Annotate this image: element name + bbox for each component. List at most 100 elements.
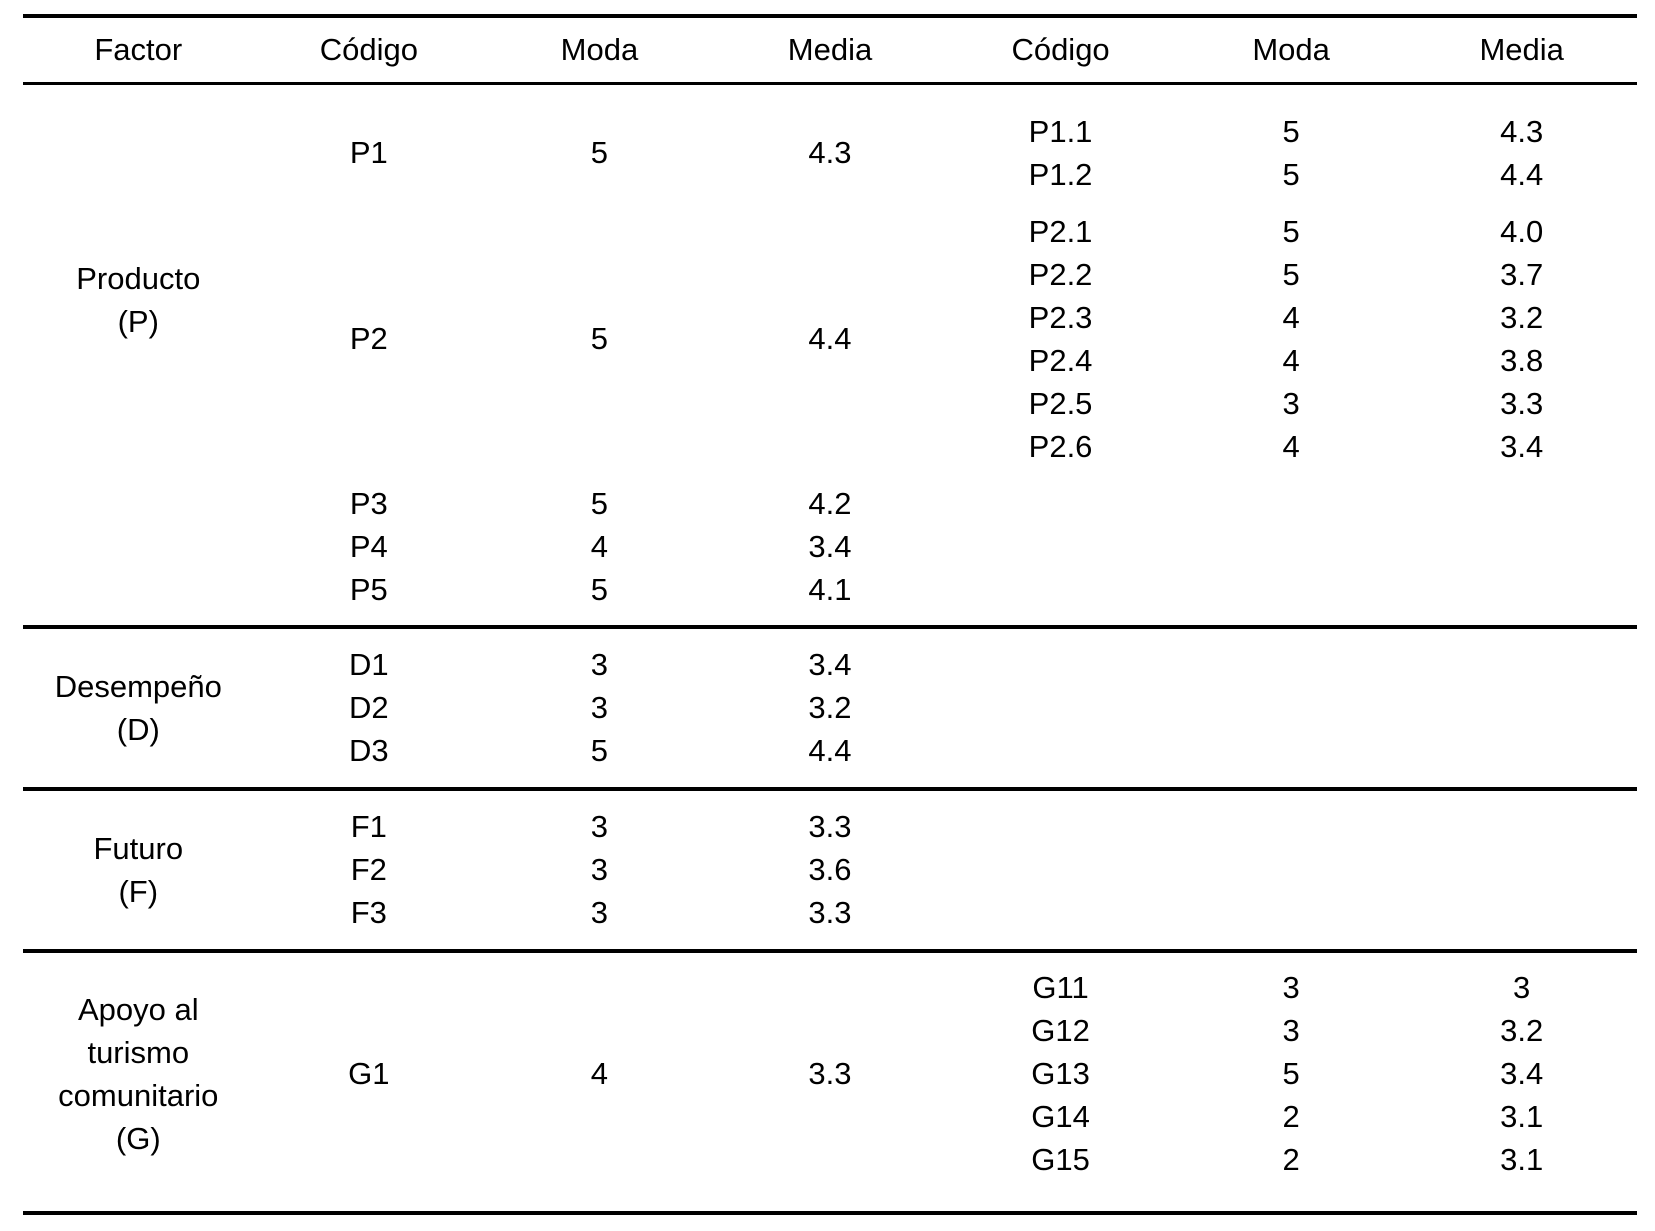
right-codigo-cell: G14	[1031, 1099, 1090, 1134]
left-codigo-cell: P3	[349, 485, 388, 521]
right-moda-cell: 4	[1282, 428, 1300, 464]
left-row: F2 3 3.6	[254, 849, 946, 892]
right-codigo-cell: P1.2	[1028, 156, 1093, 192]
right-media-cell: 3	[1513, 970, 1531, 1005]
left-moda-cell: 5	[590, 135, 609, 170]
left-row: D1 3 3.4	[254, 644, 946, 687]
left-media-cell: 3.2	[808, 690, 852, 725]
row-group: P1 5 4.3 P1.1 5 4.3 P1.2 5 4.4	[254, 110, 1637, 196]
section-rows: P1 5 4.3 P1.1 5 4.3 P1.2 5 4.4 P2 5 4.4 P2.1 5 4.0 P2.2…	[254, 85, 1637, 625]
factor-label-line: (G)	[115, 1121, 161, 1156]
row-group: G1 4 3.3 G11 3 3 G12 3 3.2 G13 5 3.4 G14 2 3.1 G15 2 3.1	[254, 967, 1637, 1182]
section-rows: D1 3 3.4 D2 3 3.2 D3 5 4.4	[254, 629, 1637, 787]
factor-label-line: comunitario	[58, 1078, 219, 1113]
section-rows: G1 4 3.3 G11 3 3 G12 3 3.2 G13 5 3.4 G14 2 3.1 G15 2 3.1	[254, 953, 1637, 1211]
left-moda-cell: 4	[590, 1056, 609, 1091]
factor-label-line: (F)	[118, 874, 159, 909]
left-media-cell: 4.3	[808, 135, 852, 170]
factor-label-line: Apoyo al	[77, 992, 199, 1027]
right-codigo-cell: G13	[1031, 1056, 1090, 1091]
left-media-cell: 3.3	[808, 1056, 852, 1091]
left-moda-cell: 5	[590, 485, 609, 521]
right-codigo-cell: G11	[1032, 970, 1089, 1005]
factor-label-line: (P)	[117, 304, 159, 339]
header-right-moda: Moda	[1252, 32, 1330, 67]
right-codigo-cell: G12	[1031, 1013, 1090, 1048]
table-header-row: Factor Código Moda Media Código Moda Med…	[23, 18, 1637, 82]
right-row: G12 3 3.2	[945, 1010, 1637, 1053]
right-rows	[945, 644, 1637, 773]
right-rows: P1.1 5 4.3 P1.2 5 4.4	[945, 110, 1637, 196]
section-separator-rule	[23, 625, 1637, 629]
right-moda-cell: 3	[1282, 385, 1300, 421]
right-codigo-cell: P2.5	[1028, 385, 1093, 421]
left-moda-cell: 3	[590, 647, 609, 682]
factor-label-desempeno: Desempeño (D)	[23, 629, 254, 787]
left-codigo-cell: P5	[349, 571, 388, 607]
left-rows: P3 5 4.2 P4 4 3.4 P5 5 4.1	[254, 482, 946, 611]
row-group: F1 3 3.3 F2 3 3.6 F3 3 3.3	[254, 806, 1637, 935]
right-moda-cell: 4	[1282, 299, 1300, 335]
left-row: P3 5 4.2	[254, 482, 946, 525]
right-media-cell: 3.1	[1500, 1099, 1544, 1134]
right-media-cell: 3.1	[1500, 1142, 1544, 1177]
table-top-rule	[23, 14, 1637, 18]
right-codigo-cell: P2.2	[1028, 256, 1093, 292]
section-apoyo-turismo: Apoyo al turismo comunitario (G) G1 4 3.3 G11 3 3…	[23, 953, 1637, 1211]
factor-label-producto: Producto (P)	[23, 85, 254, 625]
right-rows	[945, 806, 1637, 935]
left-media-cell: 3.3	[808, 895, 852, 930]
factor-label-line: (D)	[116, 712, 160, 747]
factor-label-line: Producto	[76, 261, 201, 296]
table-body: Producto (P) P1 5 4.3 P1.1 5 4.3 P1.2 5 4.4 P2 5 4.4 P…	[0, 85, 1655, 1215]
section-separator-rule	[23, 1211, 1637, 1215]
left-codigo-cell: D1	[349, 647, 389, 682]
row-group: P2 5 4.4 P2.1 5 4.0 P2.2 5 3.7 P2.3 4 3.2 P2.4 4 3.8 P2…	[254, 210, 1637, 468]
section-rows: F1 3 3.3 F2 3 3.6 F3 3 3.3	[254, 791, 1637, 949]
left-rows: D1 3 3.4 D2 3 3.2 D3 5 4.4	[254, 644, 946, 773]
left-codigo-cell: D3	[349, 733, 389, 768]
right-codigo-cell: P2.6	[1028, 428, 1093, 464]
left-row: P1 5 4.3	[254, 132, 946, 175]
left-rows: P1 5 4.3	[254, 110, 946, 196]
right-moda-cell: 2	[1282, 1142, 1300, 1177]
right-moda-cell: 4	[1282, 342, 1300, 378]
left-moda-cell: 4	[590, 528, 609, 564]
right-moda-cell: 3	[1282, 1013, 1300, 1048]
right-row: P2.3 4 3.2	[945, 296, 1637, 339]
section-producto: Producto (P) P1 5 4.3 P1.1 5 4.3 P1.2 5 4.4 P2 5 4.4 P…	[23, 85, 1637, 625]
left-rows: F1 3 3.3 F2 3 3.6 F3 3 3.3	[254, 806, 946, 935]
right-moda-cell: 5	[1282, 113, 1300, 149]
left-moda-cell: 3	[590, 809, 609, 844]
right-media-cell: 3.2	[1500, 1013, 1544, 1048]
left-codigo-cell: D2	[349, 690, 389, 725]
left-row: F1 3 3.3	[254, 806, 946, 849]
right-row: P2.5 3 3.3	[945, 382, 1637, 425]
left-row: P4 4 3.4	[254, 525, 946, 568]
right-row: G13 5 3.4	[945, 1053, 1637, 1096]
section-separator-rule	[23, 787, 1637, 791]
factor-label-line: Futuro	[93, 831, 184, 866]
header-right-media: Media	[1479, 32, 1564, 67]
right-codigo-cell: P2.3	[1028, 299, 1093, 335]
left-rows: P2 5 4.4	[254, 210, 946, 468]
right-media-cell: 4.4	[1500, 156, 1544, 192]
right-media-cell: 3.8	[1500, 342, 1544, 378]
right-media-cell: 4.0	[1500, 213, 1544, 249]
left-codigo-cell: F1	[350, 809, 387, 844]
left-codigo-cell: P1	[349, 135, 388, 170]
right-moda-cell: 5	[1282, 213, 1300, 249]
row-group: D1 3 3.4 D2 3 3.2 D3 5 4.4	[254, 644, 1637, 773]
left-media-cell: 4.4	[808, 733, 852, 768]
left-codigo-cell: F2	[350, 852, 387, 887]
left-row: P2 5 4.4	[254, 318, 946, 361]
right-moda-cell: 5	[1282, 256, 1300, 292]
right-media-cell: 3.7	[1500, 256, 1544, 292]
right-rows	[945, 482, 1637, 611]
right-row: P1.1 5 4.3	[945, 110, 1637, 153]
right-media-cell: 3.2	[1500, 299, 1544, 335]
left-moda-cell: 3	[590, 895, 609, 930]
header-left-codigo: Código	[319, 32, 418, 67]
right-rows: P2.1 5 4.0 P2.2 5 3.7 P2.3 4 3.2 P2.4 4 3.8 P2.5 3 3.3…	[945, 210, 1637, 468]
